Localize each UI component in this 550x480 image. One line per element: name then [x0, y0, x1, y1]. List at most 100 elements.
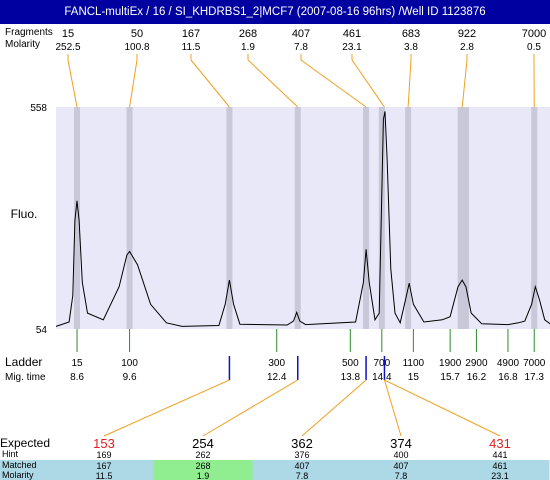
- peak-band: [363, 107, 370, 329]
- matched-value: 407: [294, 461, 309, 471]
- hint-value: 400: [393, 450, 408, 460]
- ladder-mig-time: 17.3: [524, 372, 544, 383]
- header-connector: [247, 59, 299, 108]
- hint-value: 169: [96, 450, 111, 460]
- expected-value: 374: [390, 436, 412, 451]
- header-connector: [67, 59, 78, 108]
- expected-connector: [383, 379, 402, 437]
- header-fragment: 683: [402, 28, 420, 40]
- table-label-bg: [0, 460, 55, 480]
- header-connector: [461, 59, 468, 108]
- ladder-size: 300: [268, 358, 285, 369]
- peak-band: [226, 107, 233, 329]
- ladder-mig-time: 15.7: [440, 372, 460, 383]
- peak-band: [405, 107, 412, 329]
- header-row-label: Molarity: [5, 39, 40, 50]
- header-molarity: 23.1: [342, 42, 362, 53]
- header-molarity: 0.5: [527, 42, 541, 53]
- ladder-size: 1900: [439, 358, 462, 369]
- table-cell-bg: [351, 460, 451, 480]
- molarity-value: 11.5: [96, 471, 113, 480]
- ladder-row-label: Ladder: [5, 355, 42, 369]
- expected-connector: [103, 379, 230, 437]
- peak-band: [462, 107, 469, 329]
- ladder-mig-time: 13.8: [341, 372, 361, 383]
- peak-band: [378, 107, 385, 329]
- table-cell-bg: [153, 460, 253, 480]
- header-connector: [300, 59, 367, 108]
- matched-value: 268: [195, 461, 210, 471]
- header-fragment: 922: [458, 28, 476, 40]
- ladder-mig-time: 9.6: [123, 372, 137, 383]
- expected-connector: [301, 379, 367, 437]
- table-row-label: Hint: [2, 449, 19, 459]
- ladder-mig-time: 16.2: [467, 372, 487, 383]
- ladder-size: 500: [342, 358, 359, 369]
- header-fragment: 461: [343, 28, 361, 40]
- ladder-mig-time: 8.6: [70, 372, 84, 383]
- ladder-size: 4900: [497, 358, 520, 369]
- header-fragment: 50: [131, 28, 143, 40]
- molarity-value: 23.1: [491, 471, 509, 480]
- header-molarity: 2.8: [460, 42, 474, 53]
- y-axis-label: Fluo.: [11, 207, 38, 221]
- peak-band: [74, 107, 81, 329]
- header-fragment: 268: [239, 28, 257, 40]
- table-row-label: Molarity: [2, 470, 34, 480]
- expected-value: 153: [93, 436, 115, 451]
- molarity-value: 7.8: [395, 471, 408, 480]
- expected-connector: [202, 379, 298, 437]
- hint-value: 441: [492, 450, 507, 460]
- expected-value: 254: [192, 436, 214, 451]
- peak-band: [531, 107, 538, 329]
- matched-value: 407: [393, 461, 408, 471]
- y-tick-label: 54: [36, 325, 48, 336]
- ladder-size: 700: [373, 358, 390, 369]
- ladder-size: 100: [121, 358, 138, 369]
- hint-value: 376: [294, 450, 309, 460]
- peak-band: [126, 107, 133, 329]
- ladder-size: 7000: [523, 358, 546, 369]
- header-molarity: 100.8: [124, 42, 149, 53]
- window-title: FANCL-multiEx / 16 / SI_KHDRBS1_2|MCF7 (…: [0, 0, 550, 24]
- header-molarity: 11.5: [182, 42, 201, 53]
- header-fragment: 407: [292, 28, 310, 40]
- header-molarity: 7.8: [294, 42, 308, 53]
- header-connector: [129, 59, 138, 108]
- ladder-row-label: Mig. time: [5, 372, 46, 383]
- ladder-mig-time: 14.4: [372, 372, 392, 383]
- ladder-size: 1100: [403, 358, 425, 369]
- table-row-label: Matched: [2, 460, 37, 470]
- header-connector: [407, 59, 412, 108]
- ladder-size: 2900: [465, 358, 488, 369]
- header-fragment: 7000: [522, 28, 546, 40]
- hint-value: 262: [195, 450, 210, 460]
- trace-line: [55, 111, 550, 327]
- table-cell-bg: [450, 460, 550, 480]
- peak-band: [457, 107, 464, 329]
- expected-value: 431: [489, 436, 511, 451]
- header-molarity: 252.5: [55, 42, 80, 53]
- header-molarity: 3.8: [404, 42, 418, 53]
- header-row-label: Fragments: [5, 27, 53, 38]
- expected-connector: [384, 379, 501, 437]
- header-fragment: 167: [182, 28, 200, 40]
- header-connector: [190, 59, 230, 108]
- peak-band: [294, 107, 301, 329]
- header-fragment: 15: [62, 28, 74, 40]
- matched-value: 167: [96, 461, 111, 471]
- y-tick-label: 558: [30, 103, 47, 114]
- expected-value: 362: [291, 436, 313, 451]
- ladder-mig-time: 15: [408, 372, 420, 383]
- header-connector: [351, 59, 385, 108]
- table-row-label: Expected: [0, 436, 50, 450]
- header-molarity: 1.9: [241, 42, 255, 53]
- matched-value: 461: [492, 461, 507, 471]
- table-cell-bg: [54, 460, 154, 480]
- ladder-size: 15: [71, 358, 83, 369]
- molarity-value: 1.9: [197, 471, 210, 480]
- ladder-mig-time: 12.4: [267, 372, 287, 383]
- table-cell-bg: [252, 460, 352, 480]
- molarity-value: 7.8: [296, 471, 309, 480]
